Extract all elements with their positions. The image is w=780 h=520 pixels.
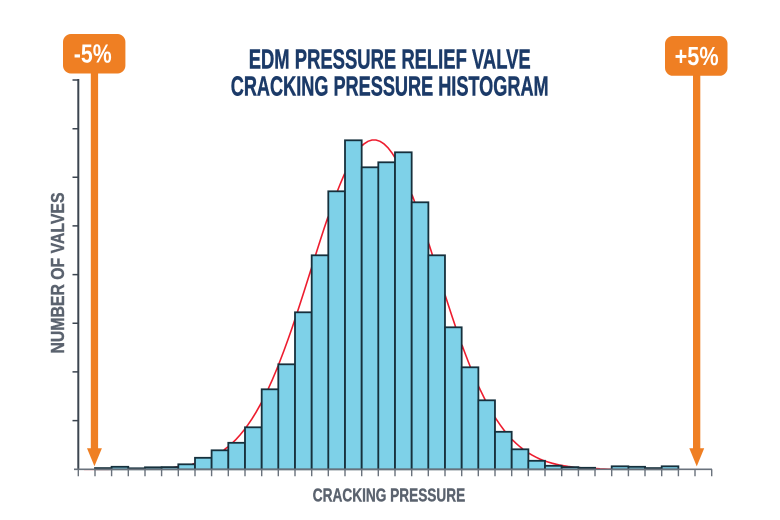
svg-text:-5%: -5% [74, 40, 112, 70]
svg-text:+5%: +5% [675, 42, 719, 71]
svg-text:EDM PRESSURE RELIEF VALVE: EDM PRESSURE RELIEF VALVE [249, 44, 531, 75]
svg-text:NUMBER OF VALVES: NUMBER OF VALVES [47, 192, 68, 353]
svg-text:CRACKING PRESSURE HISTOGRAM: CRACKING PRESSURE HISTOGRAM [231, 71, 549, 102]
svg-text:CRACKING PRESSURE: CRACKING PRESSURE [313, 486, 466, 506]
